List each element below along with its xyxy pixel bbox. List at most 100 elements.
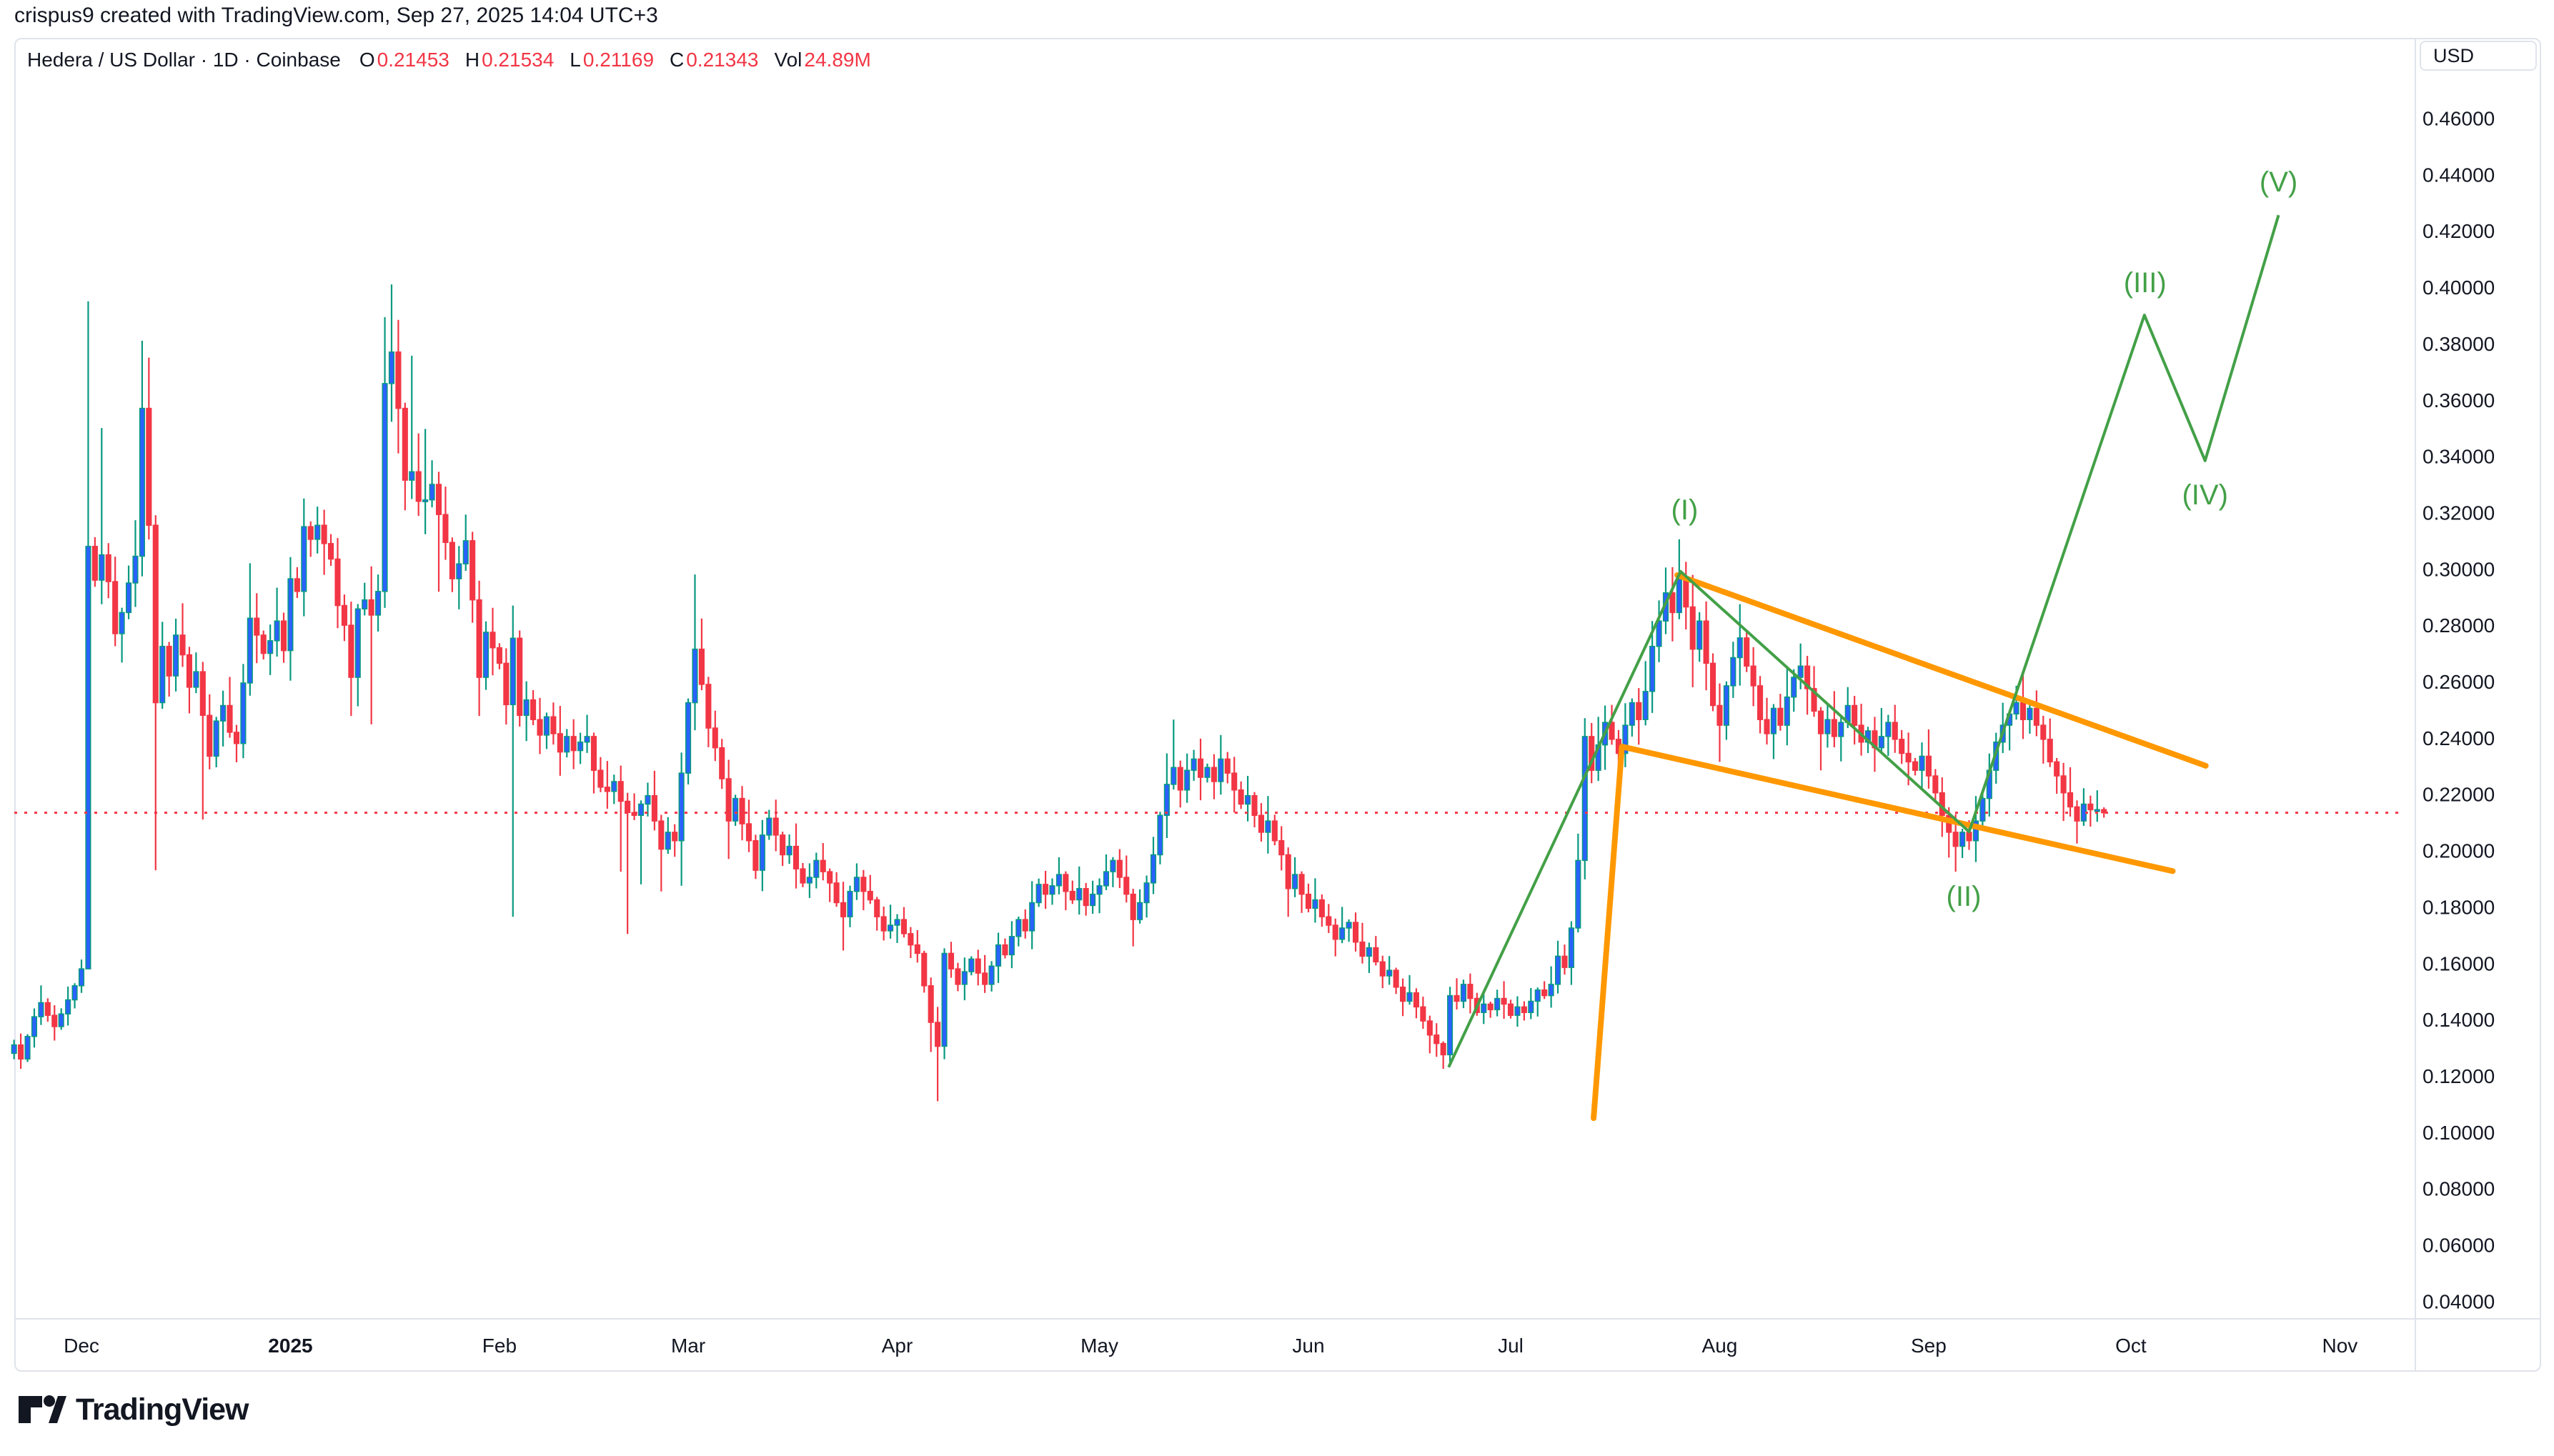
candle-body [1110, 859, 1116, 872]
candle-body [935, 1022, 941, 1047]
candle-body [1379, 961, 1386, 977]
axis-separators [14, 38, 2541, 1372]
candle-body [328, 543, 334, 560]
candle-body [1258, 814, 1265, 833]
candle-body [853, 877, 860, 892]
candle-body [415, 471, 422, 502]
candle-body [1386, 969, 1393, 977]
candle-body [496, 647, 502, 664]
candle-body [766, 817, 772, 836]
price-tick-label: 0.38000 [2423, 333, 2495, 355]
candle-body [672, 832, 678, 842]
candle-body [1366, 947, 1372, 957]
candle-body [1137, 902, 1143, 920]
candle-body [833, 882, 840, 904]
price-tick-label: 0.30000 [2423, 558, 2495, 580]
trendline-drawing[interactable] [1591, 572, 2209, 1122]
currency-toggle-button[interactable]: USD [2420, 41, 2537, 71]
candle-body [307, 526, 314, 540]
candle-body [1298, 874, 1305, 895]
candle-body [1251, 794, 1258, 817]
candle-body [24, 1036, 31, 1060]
price-tick-label: 0.10000 [2423, 1122, 2495, 1144]
candle-body [442, 514, 449, 543]
candle-body [490, 632, 496, 649]
candle-body [1770, 707, 1777, 734]
candle-body [813, 859, 820, 878]
candle-body [739, 797, 745, 824]
candle-body [1440, 1042, 1446, 1056]
candle-body [1433, 1034, 1440, 1044]
candle-body [1919, 755, 1925, 771]
candle-body [1649, 645, 1656, 692]
wave-label-III[interactable]: (III) [2124, 267, 2167, 299]
tradingview-logo[interactable]: TradingView [17, 1392, 249, 1427]
candle-body [287, 578, 294, 652]
candle-body [462, 540, 469, 564]
candle-body [1008, 936, 1015, 956]
price-tick-label: 0.08000 [2423, 1178, 2495, 1200]
candle-body [685, 702, 692, 774]
candle-body [517, 637, 523, 717]
candle-body [11, 1044, 17, 1054]
candle-body [792, 845, 800, 869]
candle-body [698, 648, 705, 685]
candle-body [1676, 578, 1682, 614]
symbol-title[interactable]: Hedera / US Dollar · 1D · Coinbase [27, 49, 341, 71]
candle-body [1285, 854, 1291, 889]
plot-area[interactable]: (I) (II) (III) (IV) (V) [11, 166, 2404, 1122]
candle-body [280, 620, 287, 652]
time-axis[interactable]: Dec 2025 Feb Mar Apr May Jun Jul Aug Sep Oct Nov [64, 1335, 2357, 1357]
candle-body [752, 840, 759, 871]
candle-body [914, 944, 920, 954]
price-tick-label: 0.44000 [2423, 164, 2495, 186]
candle-body [1494, 997, 1501, 1011]
candle-body [1487, 1003, 1494, 1011]
wave-label-I[interactable]: (I) [1671, 494, 1699, 526]
candle-body [1730, 657, 1736, 687]
candle-body [597, 769, 604, 788]
candle-body [1696, 620, 1703, 650]
candle-body [1339, 927, 1346, 940]
candle-body [1292, 874, 1298, 889]
candle-body [482, 632, 490, 678]
price-axis[interactable]: 0.46000 0.44000 0.42000 0.40000 0.38000 0.360… [2423, 108, 2495, 1313]
candle-body [827, 871, 833, 884]
elliott-wave-line[interactable] [1447, 214, 2280, 1068]
candle-body [260, 634, 267, 654]
price-tick-label: 0.22000 [2423, 784, 2495, 806]
candle-body [1972, 820, 1979, 842]
wedge-upper-trendline[interactable] [1674, 572, 2209, 769]
price-tick-label: 0.20000 [2423, 840, 2495, 862]
wave-label-II[interactable]: (II) [1947, 881, 1982, 912]
ohlc-item-c: C 0.21343 [670, 49, 759, 71]
candle-body [1548, 984, 1554, 997]
candle-body [469, 540, 476, 601]
candle-body [341, 604, 347, 626]
candle-body [908, 933, 914, 946]
candle-body [1656, 620, 1662, 647]
candle-body [193, 671, 199, 688]
candle-body [1501, 997, 1507, 1005]
candle-body [806, 877, 813, 884]
candle-body [1359, 941, 1366, 957]
candle-body [550, 716, 557, 734]
candle-body [1150, 854, 1157, 884]
candle-body [625, 800, 631, 814]
price-tick-label: 0.24000 [2423, 727, 2495, 749]
elliott-wave-drawing[interactable]: (I) (II) (III) (IV) (V) [1447, 166, 2297, 1068]
candle-body [1791, 677, 1797, 698]
candle-body [2087, 803, 2094, 811]
wave-label-V[interactable]: (V) [2260, 166, 2297, 198]
time-tick-label-oct: Oct [2115, 1335, 2147, 1357]
candle-body [637, 803, 645, 817]
candle-body [58, 1013, 64, 1027]
candle-body [719, 747, 725, 779]
price-tick-label: 0.42000 [2423, 220, 2495, 242]
candle-body [1352, 922, 1359, 943]
wedge-lower-trendline[interactable] [1591, 744, 2176, 1122]
candle-body [146, 407, 152, 526]
candle-body [1744, 637, 1750, 667]
wave-label-IV[interactable]: (IV) [2182, 479, 2227, 511]
